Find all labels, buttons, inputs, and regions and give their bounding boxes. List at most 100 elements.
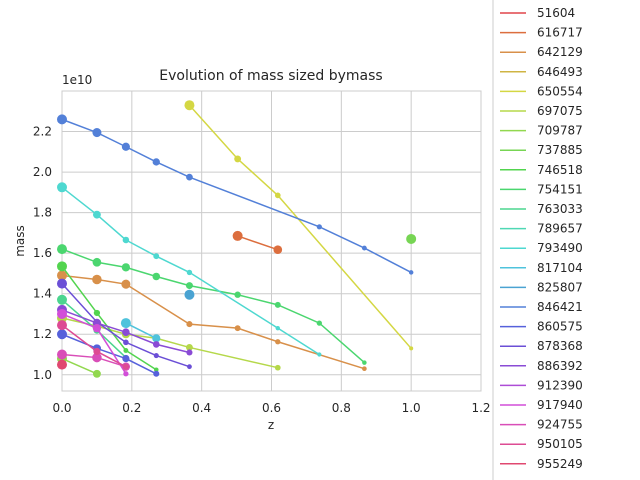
y-tick-label: 1.0 xyxy=(33,368,52,382)
x-tick-label: 0.6 xyxy=(262,401,281,415)
series-917940 xyxy=(57,308,129,377)
legend-label: 924755 xyxy=(537,418,583,432)
legend-label: 886392 xyxy=(537,359,583,373)
series-line xyxy=(125,322,157,339)
series-950105 xyxy=(57,320,129,370)
legend-label: 746518 xyxy=(537,163,583,177)
legend-item: 646493 xyxy=(500,65,583,79)
legend-item: 697075 xyxy=(500,104,583,118)
data-point xyxy=(57,308,67,319)
legend-item: 709787 xyxy=(500,124,583,138)
data-point xyxy=(232,230,243,241)
legend-label: 793490 xyxy=(537,241,583,255)
data-point xyxy=(154,367,159,372)
data-point xyxy=(92,352,102,363)
data-point xyxy=(57,329,67,340)
data-point xyxy=(57,270,67,281)
data-point xyxy=(153,370,160,377)
y-axis-label: mass xyxy=(13,225,27,257)
data-point xyxy=(234,325,241,332)
data-point xyxy=(57,359,67,370)
data-point xyxy=(57,182,67,193)
data-point xyxy=(123,339,129,346)
data-point xyxy=(186,173,193,181)
legend-label: 737885 xyxy=(537,143,583,157)
legend-item: 846421 xyxy=(500,300,583,314)
series-642129 xyxy=(57,270,367,372)
data-point xyxy=(275,339,281,345)
legend-box xyxy=(492,0,640,480)
data-point xyxy=(92,324,102,333)
data-point xyxy=(122,236,130,244)
legend: 51604 616717 642129 646493 650554 697075 70978… xyxy=(492,0,640,480)
data-point xyxy=(274,192,281,199)
plot-border xyxy=(61,90,482,392)
legend-item: 860575 xyxy=(500,320,583,334)
legend-label: 763033 xyxy=(537,202,583,216)
plot-frame xyxy=(61,90,482,392)
legend-item: 746518 xyxy=(500,163,583,177)
series-line xyxy=(61,333,157,375)
legend-item: 878368 xyxy=(500,339,583,353)
data-point xyxy=(123,371,129,377)
data-point xyxy=(121,263,131,272)
y-tick-label: 1.4 xyxy=(33,287,52,301)
series-754151 xyxy=(57,244,367,365)
legend-label: 817104 xyxy=(537,261,583,275)
data-point xyxy=(406,233,417,244)
data-point xyxy=(153,352,159,359)
legend-label: 846421 xyxy=(537,300,583,314)
legend-label: 878368 xyxy=(537,339,583,353)
data-point xyxy=(362,366,367,372)
data-point xyxy=(92,210,101,219)
data-point xyxy=(187,364,192,370)
data-point xyxy=(92,274,102,285)
y-tick-label: 1.6 xyxy=(33,246,52,260)
data-point xyxy=(152,272,161,281)
data-point xyxy=(57,349,67,360)
legend-item: 793490 xyxy=(500,241,583,255)
data-point xyxy=(57,320,67,331)
legend-label: 912390 xyxy=(537,378,583,392)
series-line xyxy=(61,118,412,274)
data-point xyxy=(93,309,101,317)
data-point xyxy=(316,320,322,326)
data-point xyxy=(234,155,242,163)
data-point xyxy=(408,270,414,275)
y-tick-label: 1.2 xyxy=(33,327,52,341)
series-650554 xyxy=(184,100,414,351)
data-point xyxy=(361,245,367,251)
legend-item: 789657 xyxy=(500,222,583,236)
legend-item: 763033 xyxy=(500,202,583,216)
x-tick-labels: 0.0 0.2 0.4 0.6 0.8 1.0 1.2 xyxy=(52,401,490,415)
data-point xyxy=(93,347,101,356)
legend-item: 917940 xyxy=(500,398,583,412)
legend-label: 860575 xyxy=(537,320,583,334)
legend-label: 950105 xyxy=(537,437,583,451)
legend-item: 886392 xyxy=(500,359,583,373)
legend-label: 697075 xyxy=(537,104,583,118)
data-point xyxy=(57,261,67,272)
series-825807 xyxy=(184,289,195,300)
legend-item: 642129 xyxy=(500,45,583,59)
series-737885 xyxy=(406,233,417,244)
y-tick-label: 1.8 xyxy=(33,206,52,220)
y-tick-labels: 1.0 1.2 1.4 1.6 1.8 2.0 2.2 xyxy=(33,125,52,382)
legend-label: 51604 xyxy=(537,6,575,20)
series-817104 xyxy=(120,318,161,343)
data-point xyxy=(185,282,193,290)
data-point xyxy=(57,244,67,255)
x-tick-label: 0.0 xyxy=(52,401,71,415)
legend-label: 754151 xyxy=(537,182,583,196)
data-point xyxy=(273,245,283,255)
data-point xyxy=(121,279,131,289)
legend-label: 650554 xyxy=(537,84,583,98)
legend-item: 825807 xyxy=(500,280,583,294)
data-point xyxy=(92,369,101,378)
data-point xyxy=(152,341,160,348)
legend-label: 955249 xyxy=(537,457,583,471)
legend-label: 616717 xyxy=(537,26,583,40)
series-616717 xyxy=(232,230,283,255)
x-tick-label: 1.2 xyxy=(471,401,490,415)
series-846421 xyxy=(57,114,414,275)
